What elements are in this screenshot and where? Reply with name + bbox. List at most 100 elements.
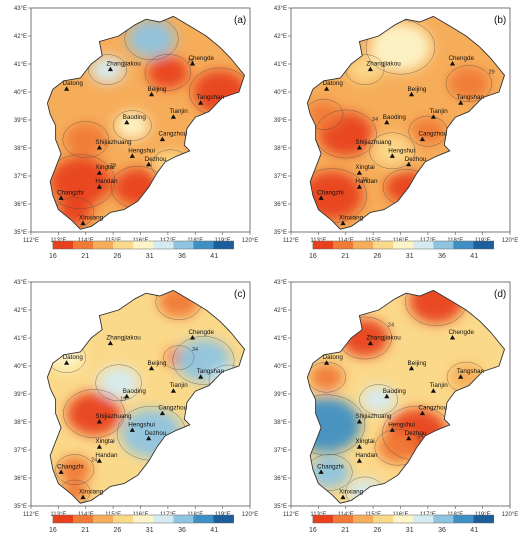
city-label: Beijing: [408, 86, 427, 93]
contour-line: [369, 132, 416, 170]
city-label: Cangzhou: [418, 405, 447, 412]
lat-tick-label: 40°E: [274, 364, 287, 370]
colorbar-segment: [153, 515, 174, 523]
lon-tick-label: 112°E: [283, 238, 299, 244]
field-blob: [448, 67, 490, 100]
city-marker-icon: [406, 435, 412, 441]
contour-line: [95, 364, 142, 402]
colorbar-tick-label: 31: [406, 527, 414, 534]
city-marker-icon: [146, 161, 152, 167]
colorbar-segment: [173, 241, 194, 249]
city-label: Xinxiang: [339, 215, 364, 222]
lon-tick-label: 112°E: [23, 512, 39, 518]
lat-tick-label: 39°E: [274, 392, 287, 398]
colorbar-segment: [393, 515, 414, 523]
colorbar-segment: [373, 241, 394, 249]
city-label: Baoding: [123, 114, 147, 121]
city-label: Shijiazhuang: [95, 139, 132, 146]
colorbar-frame: [52, 240, 234, 250]
lat-tick-label: 42°E: [14, 34, 27, 40]
contour-label: 29: [110, 163, 116, 169]
city-marker-icon: [356, 419, 362, 424]
city-label: Xingtai: [355, 164, 374, 171]
contour-label: 24: [188, 59, 194, 65]
city-marker-icon: [389, 427, 395, 432]
city-label: Tangshan: [197, 368, 225, 375]
field-blob: [361, 385, 396, 414]
colorbar-segment: [413, 515, 434, 523]
colorbar-tick-label: 36: [438, 527, 446, 534]
lat-tick-label: 38°E: [14, 146, 27, 152]
city-label: Xinxiang: [79, 215, 104, 222]
lat-tick-label: 39°E: [14, 392, 27, 398]
colorbar-tick-label: 16: [49, 253, 57, 260]
city-marker-icon: [96, 419, 102, 424]
colorbar-segment: [473, 241, 494, 249]
field-blob: [309, 363, 344, 391]
field-blob: [65, 123, 107, 156]
colorbar-tick-label: 36: [178, 253, 186, 260]
colorbar-tick-label: 41: [470, 527, 478, 534]
map-panel-d: 19242934112°E113°E114°E115°E116°E117°E11…: [274, 280, 518, 534]
city-marker-icon: [367, 340, 373, 346]
colorbar-segment: [133, 241, 154, 249]
city-label: Hengshui: [128, 147, 155, 154]
lat-tick-label: 41°E: [274, 62, 287, 68]
colorbar-segment: [113, 515, 134, 523]
lon-tick-label: 112°E: [23, 238, 39, 244]
temperature-field: 19242934: [47, 16, 245, 230]
city-label: Changzhi: [57, 189, 84, 196]
city-label: Baoding: [383, 388, 407, 395]
city-label: Shijiazhuang: [95, 413, 132, 420]
colorbar-segment: [193, 241, 214, 249]
field-blob: [127, 19, 176, 58]
city-marker-icon: [318, 195, 324, 200]
field-blob: [308, 456, 350, 489]
lat-tick-label: 40°E: [274, 90, 287, 96]
city-label: Xingtai: [95, 164, 114, 171]
city-marker-icon: [170, 388, 176, 393]
city-marker-icon: [324, 360, 330, 365]
city-label: Hengshui: [388, 147, 415, 154]
city-label: Zhangjiakou: [106, 61, 141, 68]
city-marker-icon: [80, 220, 86, 226]
contour-line: [88, 54, 128, 85]
contour-label: 24: [388, 323, 394, 329]
temperature-field: 19242934: [307, 16, 505, 230]
colorbar-tick-label: 31: [146, 527, 154, 534]
field-blob: [147, 56, 189, 89]
city-label: Datong: [323, 80, 344, 87]
field-blob: [66, 391, 122, 436]
city-marker-icon: [148, 365, 155, 371]
colorbar-segment: [473, 515, 494, 523]
city-marker-icon: [389, 153, 395, 158]
city-label: Datong: [63, 354, 84, 361]
lat-tick-label: 43°E: [14, 280, 27, 286]
lat-tick-label: 35°E: [274, 230, 287, 236]
colorbar: 16 21 26 31 36 41: [309, 240, 494, 260]
colorbar-tick-label: 16: [49, 527, 57, 534]
lat-tick-label: 36°E: [274, 476, 287, 482]
lat-tick-label: 35°E: [14, 230, 27, 236]
contour-label: 34: [192, 347, 198, 353]
contour-line: [445, 65, 493, 102]
lat-tick-label: 42°E: [14, 308, 27, 314]
city-marker-icon: [159, 410, 165, 416]
map-panel-b: 19242934112°E113°E114°E115°E116°E117°E11…: [274, 6, 518, 260]
city-marker-icon: [63, 360, 70, 365]
lat-tick-label: 41°E: [274, 336, 287, 342]
city-label: Chengde: [449, 55, 475, 62]
region-boundary: [46, 15, 246, 230]
colorbar-segment: [73, 515, 94, 523]
lat-tick-label: 42°E: [274, 308, 287, 314]
colorbar-tick-label: 21: [341, 253, 349, 260]
city-marker-icon: [430, 388, 436, 393]
colorbar-segment: [93, 515, 114, 523]
colorbar-segment: [413, 241, 434, 249]
city-label: Hengshui: [388, 421, 415, 428]
colorbar-frame: [312, 514, 494, 524]
colorbar-frame: [52, 514, 234, 524]
city-marker-icon: [170, 114, 176, 119]
colorbar-tick-label: 21: [341, 527, 349, 534]
